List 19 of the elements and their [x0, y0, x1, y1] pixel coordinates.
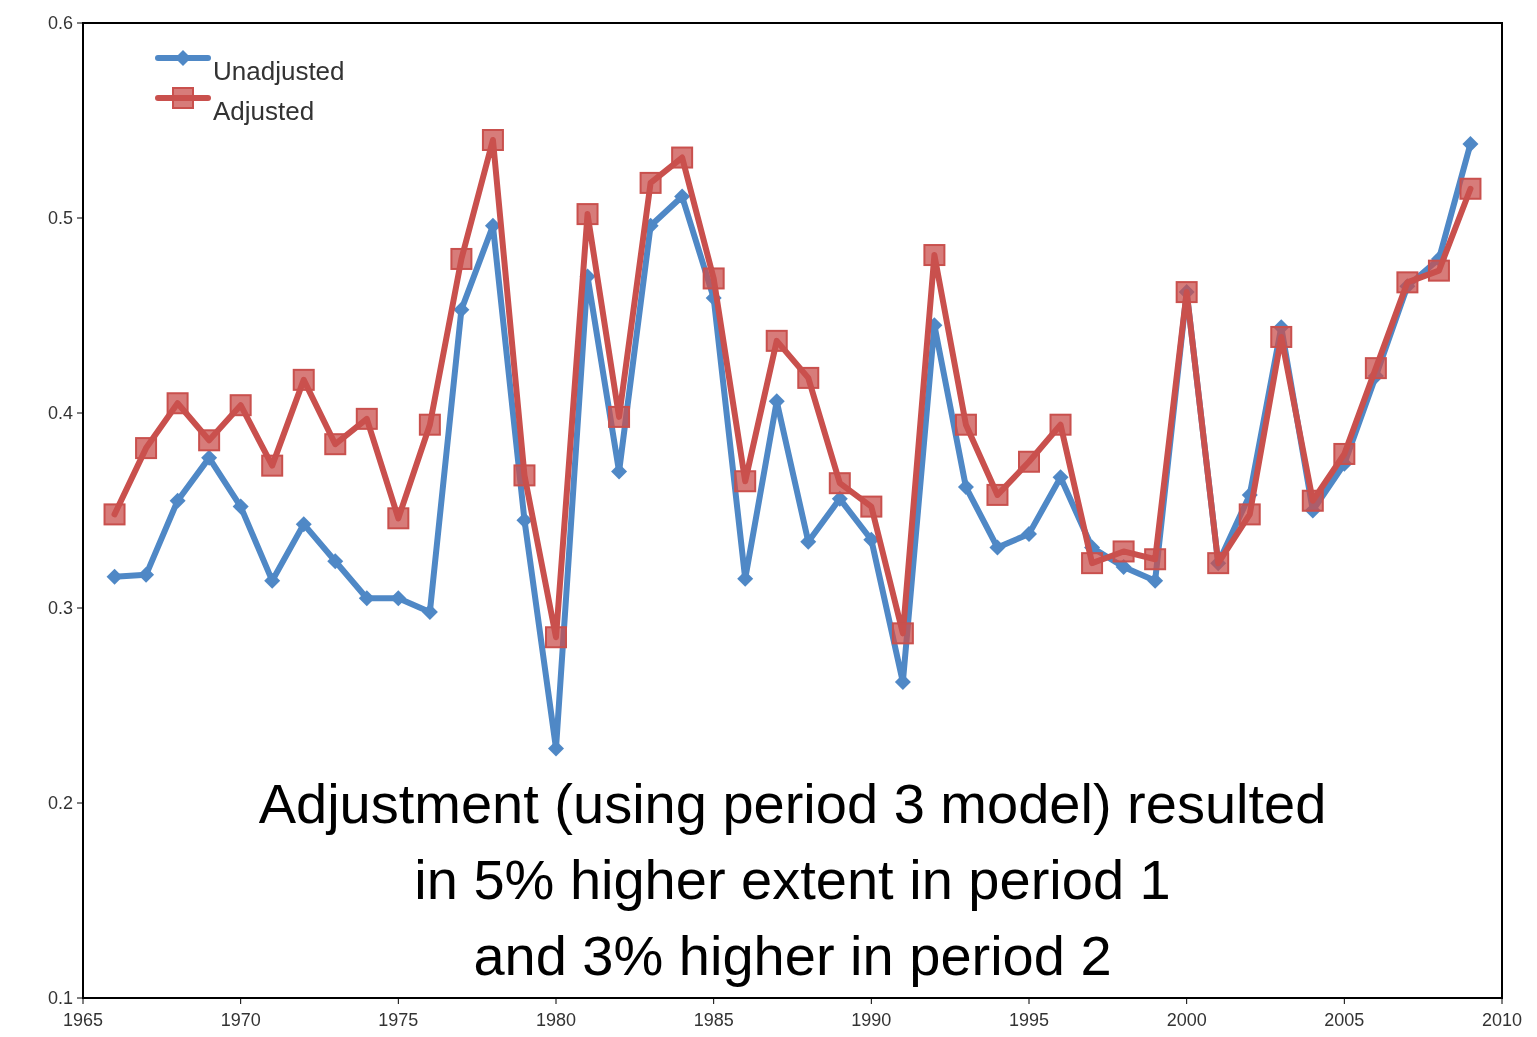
annotation: Adjustment (using period 3 model) resulted in 5% higher extent in period 1 and 3% higher in period 2: [258, 772, 1327, 987]
legend-label: Unadjusted: [213, 56, 345, 86]
x-tick-label: 1990: [851, 1010, 892, 1030]
x-tick-label: 2005: [1324, 1010, 1365, 1030]
y-tick-label: 0.6: [47, 13, 73, 34]
x-tick-label: 1975: [378, 1010, 419, 1030]
x-tick-label: 1970: [220, 1010, 261, 1030]
x-tick-label: 2000: [1166, 1010, 1207, 1030]
x-tick-label: 1965: [62, 1010, 104, 1030]
x-tick-label: 1995: [1008, 1010, 1050, 1030]
y-tick-label: 0.4: [47, 403, 73, 424]
y-tick-label: 0.3: [47, 598, 73, 619]
x-tick-label: 1980: [535, 1010, 577, 1030]
legend-label: Adjusted: [213, 96, 315, 126]
y-tick-label: 0.2: [47, 793, 73, 814]
y-tick-label: 0.5: [47, 208, 73, 229]
x-tick-label: 1985: [693, 1010, 734, 1030]
y-tick-label: 0.1: [47, 988, 73, 1009]
x-tick-label: 2010: [1481, 1010, 1523, 1030]
